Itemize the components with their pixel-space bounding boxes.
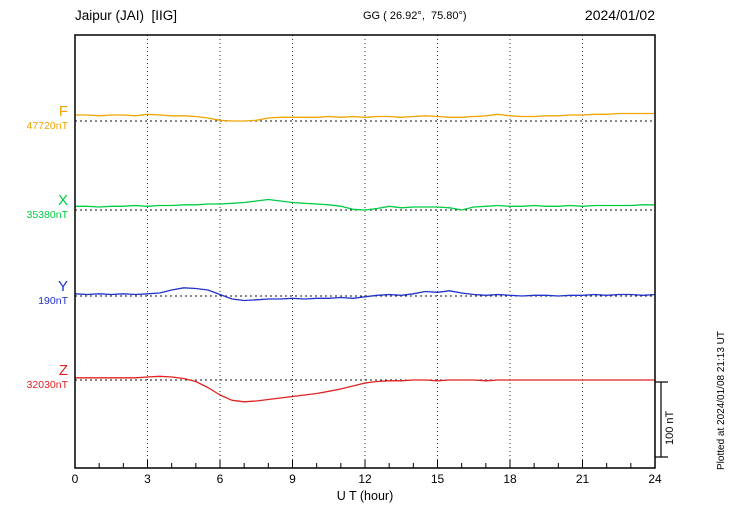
component-base-value-Z: 32030nT: [26, 379, 68, 391]
component-label-Z: Z 32030nT: [0, 363, 68, 392]
component-name-X: X: [57, 192, 68, 209]
plotted-timestamp: Plotted at 2024/01/08 21:13 UT: [716, 331, 727, 470]
component-name-Y: Y: [57, 278, 68, 295]
component-label-X: X 35380nT: [0, 193, 68, 222]
component-label-Y: Y 190nT: [0, 279, 68, 308]
x-tick-label-12: 12: [358, 472, 372, 486]
x-axis-label: U T (hour): [336, 489, 394, 503]
geo-coordinates: GG ( 26.92°, 75.80°): [363, 10, 467, 22]
plot-border: [74, 34, 656, 469]
x-tick-label-3: 3: [144, 472, 151, 486]
x-tick-label-21: 21: [575, 472, 590, 486]
component-label-F: F 47720nT: [0, 104, 68, 133]
x-tick-label-6: 6: [216, 472, 224, 486]
trace-X: [75, 198, 655, 211]
x-tick-label-24: 24: [648, 472, 662, 486]
plot-date: 2024/01/02: [584, 7, 655, 23]
trace-Y: [74, 287, 656, 302]
component-base-value-F: 47720nT: [26, 120, 68, 132]
component-name-F: F: [58, 103, 68, 120]
trace-F: [75, 112, 655, 122]
station-title: Jaipur (JAI) [IIG]: [75, 8, 178, 23]
trace-Z: [75, 375, 655, 403]
x-tick-label-0: 0: [71, 472, 79, 486]
component-base-value-X: 35380nT: [26, 209, 68, 221]
component-base-value-Y: 190nT: [38, 295, 68, 307]
component-name-Z: Z: [58, 362, 68, 379]
scale-bar-label: 100 nT: [664, 410, 676, 446]
x-tick-label-15: 15: [430, 472, 445, 486]
x-tick-label-9: 9: [289, 472, 296, 486]
x-tick-label-18: 18: [503, 472, 517, 486]
